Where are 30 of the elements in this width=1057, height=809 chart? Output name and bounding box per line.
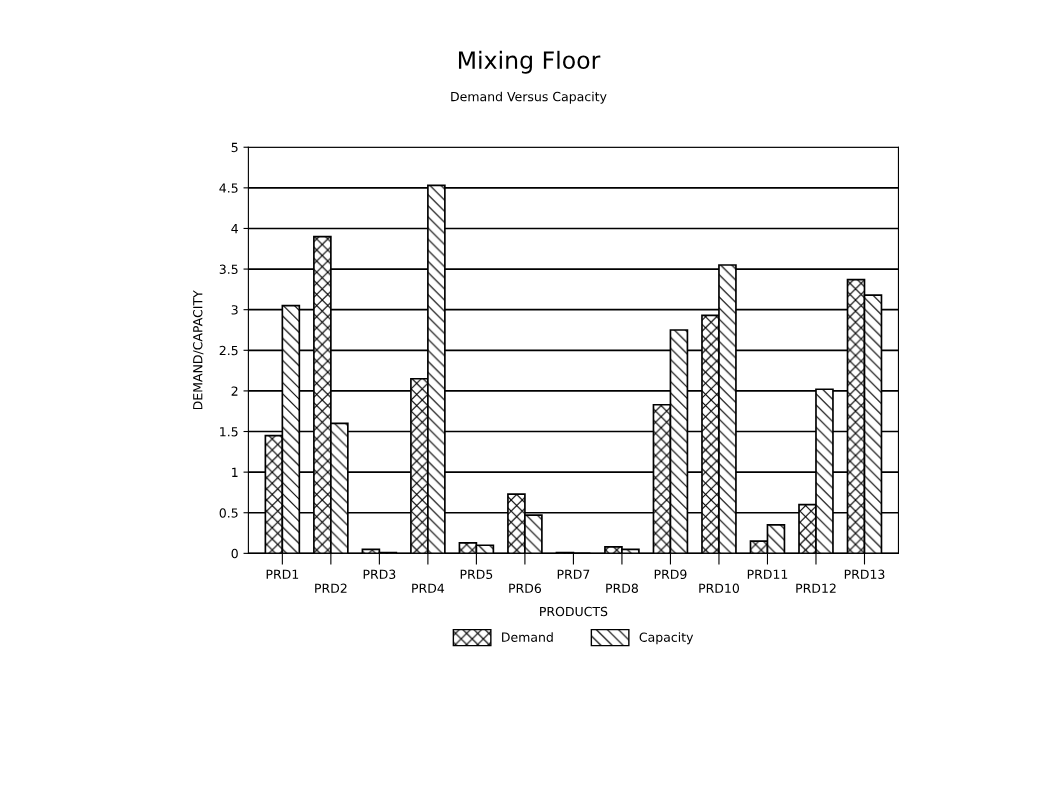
y-tick-label: 2 (231, 386, 238, 396)
y-tick-label: 4 (231, 224, 238, 234)
chart-subtitle: Demand Versus Capacity (451, 91, 607, 104)
x-tick-label: PRD11 (747, 569, 788, 579)
x-tick-label: PRD7 (557, 569, 590, 579)
y-tick-label: 4.5 (219, 183, 238, 193)
legend-label: Capacity (639, 632, 694, 645)
y-tick-label: 3.5 (219, 264, 238, 274)
y-tick-label: 3 (231, 305, 238, 315)
y-tick-label: 0.5 (219, 508, 238, 518)
y-tick-label: 0 (231, 548, 238, 559)
y-tick-label: 5 (231, 142, 238, 153)
x-tick-label: PRD13 (844, 569, 885, 579)
y-tick-label: 2.5 (219, 345, 238, 356)
x-tick-label: PRD4 (412, 583, 445, 593)
legend-label: Demand (502, 632, 553, 642)
x-tick-label: PRD6 (509, 583, 542, 593)
x-tick-label: PRD5 (460, 569, 493, 579)
x-tick-label: PRD2 (315, 583, 347, 593)
x-tick-label: PRD12 (796, 583, 836, 593)
x-tick-label: PRD10 (699, 583, 739, 593)
y-tick-label: 1 (232, 467, 238, 477)
x-tick-label: PRD8 (606, 583, 638, 593)
chart-title: Mixing Floor (458, 50, 601, 74)
x-tick-label: PRD1 (266, 569, 299, 579)
x-axis-title: PRODUCTS (540, 606, 608, 617)
y-axis-title: DEMAND/CAPACITY (193, 290, 204, 410)
x-tick-label: PRD3 (363, 569, 396, 579)
y-tick-label: 1.5 (220, 427, 238, 437)
x-tick-label: PRD9 (654, 569, 687, 579)
